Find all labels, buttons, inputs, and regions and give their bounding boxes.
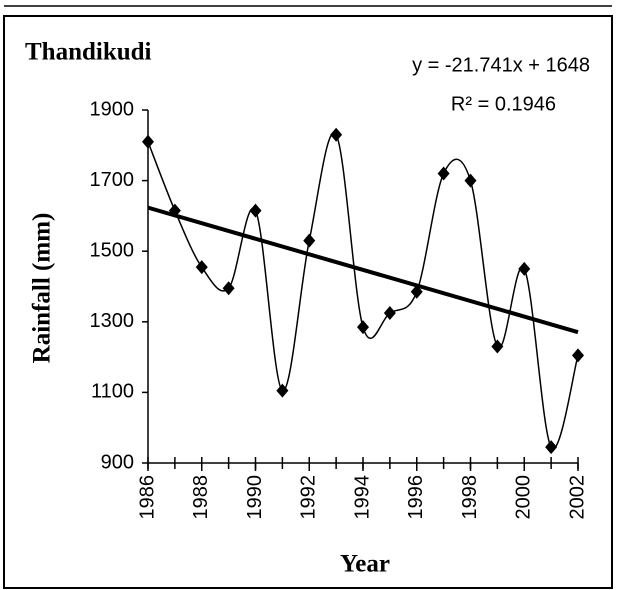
y-axis-label: Rainfall (mm): [29, 213, 56, 364]
x-tick-label: 1990: [244, 475, 266, 520]
point: [357, 320, 369, 335]
point: [195, 260, 208, 275]
point: [142, 134, 154, 149]
point: [518, 261, 531, 276]
point: [464, 173, 477, 188]
equation: y = -21.741x + 1648: [412, 54, 590, 76]
x-tick-label: 2002: [566, 475, 588, 520]
x-tick-label: 2000: [513, 475, 535, 520]
y-tick-label: 1900: [90, 98, 135, 120]
r-squared: R² = 0.1946: [451, 93, 556, 115]
point: [168, 203, 181, 218]
frame: [3, 15, 613, 589]
point: [545, 440, 558, 455]
chart-title: Thandikudi: [25, 39, 152, 66]
point: [383, 305, 396, 320]
point: [437, 166, 450, 181]
x-tick-label: 1986: [136, 475, 158, 520]
point: [249, 203, 262, 218]
y-tick-label: 1700: [90, 169, 135, 191]
point: [330, 127, 343, 142]
y-tick-label: 900: [101, 451, 134, 473]
point: [491, 339, 504, 354]
x-tick-label: 1992: [298, 475, 320, 520]
point: [222, 281, 235, 296]
y-tick-label: 1500: [90, 239, 135, 261]
y-tick-label: 1300: [90, 310, 135, 332]
point: [303, 233, 316, 248]
y-tick-label: 1100: [91, 381, 134, 403]
point: [572, 348, 584, 363]
trendline: [147, 205, 579, 335]
x-axis-label: Year: [340, 551, 390, 578]
x-tick-label: 1996: [405, 475, 427, 520]
series-line: [147, 132, 579, 450]
x-tick-label: 1994: [351, 475, 373, 520]
point: [276, 383, 289, 398]
x-tick-label: 1998: [459, 475, 481, 520]
x-tick-label: 1988: [190, 475, 212, 520]
point: [410, 284, 423, 299]
